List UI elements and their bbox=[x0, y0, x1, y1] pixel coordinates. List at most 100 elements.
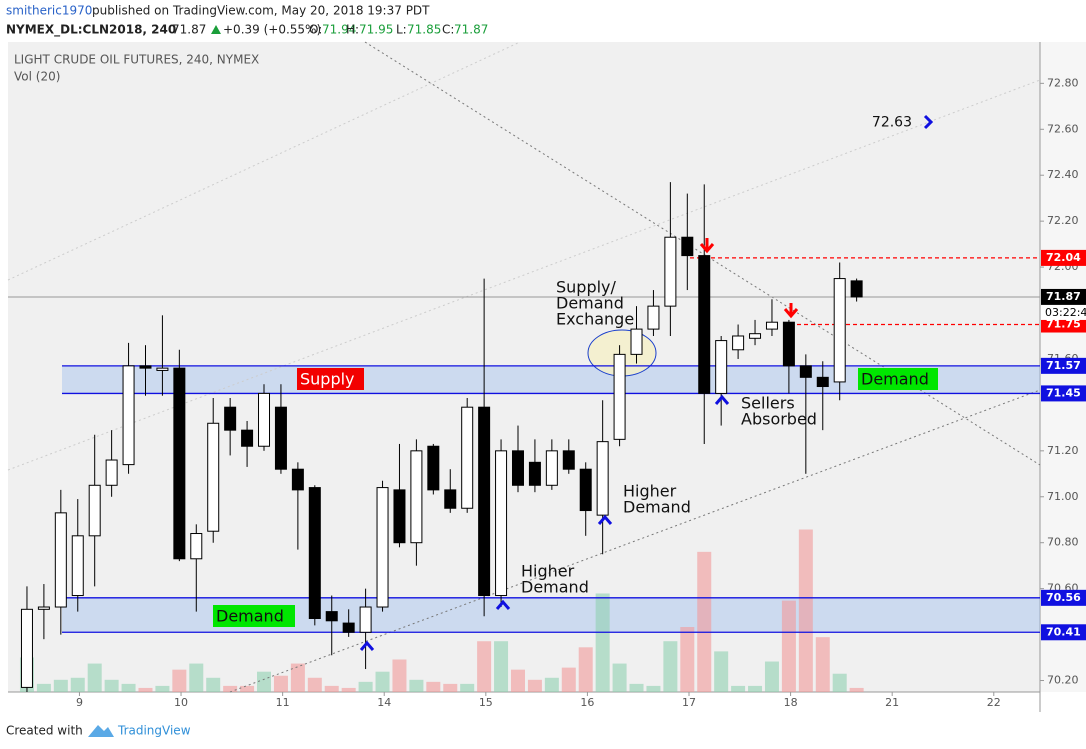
volume-bar bbox=[629, 683, 644, 692]
y-tick-label: 72.60 bbox=[1047, 122, 1079, 135]
candle-body bbox=[782, 321, 795, 367]
candle-body bbox=[579, 468, 592, 512]
footer-created: Created with bbox=[6, 724, 83, 738]
x-tick-label: 9 bbox=[76, 696, 83, 709]
candle-body bbox=[630, 328, 643, 355]
axis-labels: 70.2070.6070.8071.0071.2071.6072.0072.20… bbox=[76, 76, 1086, 709]
annotation: Sellers bbox=[741, 394, 795, 413]
candle-body bbox=[698, 255, 711, 394]
published: published on TradingView.com, May 20, 20… bbox=[92, 4, 430, 18]
pane bbox=[8, 42, 1040, 692]
price-label: 70.56 bbox=[1046, 591, 1081, 604]
down-arrow bbox=[699, 238, 715, 254]
y-tick-label: 72.40 bbox=[1047, 168, 1079, 181]
x-tick-label: 22 bbox=[987, 696, 1001, 709]
candle-body bbox=[207, 422, 220, 532]
candle-body bbox=[274, 406, 287, 470]
candle-body bbox=[376, 487, 389, 608]
up-arrow bbox=[495, 599, 511, 610]
volume-bar bbox=[832, 673, 847, 692]
candle-body bbox=[359, 606, 372, 633]
overlay: Supply Demand Demand Supply/ Demand Exch… bbox=[14, 53, 938, 651]
volume-bar bbox=[36, 683, 51, 692]
candle-body bbox=[833, 278, 846, 383]
candle-body bbox=[528, 461, 541, 486]
target-arrow bbox=[923, 114, 934, 130]
volume-bar bbox=[87, 663, 102, 692]
volume-bar bbox=[748, 685, 763, 692]
volume-bar bbox=[189, 663, 204, 692]
ohlc-value: 71.85 bbox=[407, 23, 441, 37]
candle-body bbox=[37, 606, 50, 610]
candle-body bbox=[325, 611, 338, 622]
candle-body bbox=[342, 622, 355, 633]
x-tick-label: 17 bbox=[682, 696, 696, 709]
price-label: 71.87 bbox=[1046, 290, 1081, 303]
annotation: Higher bbox=[623, 482, 677, 501]
volume-bar bbox=[121, 683, 136, 692]
symbol: NYMEX_DL:CLN2018, 240 bbox=[6, 23, 176, 38]
volume-bar bbox=[849, 687, 864, 692]
zone-label: Demand bbox=[216, 607, 284, 626]
ohlc-value: 71.87 bbox=[454, 23, 488, 37]
target-label: 72.63 bbox=[872, 114, 912, 130]
volume-bar bbox=[358, 681, 373, 692]
candle-body bbox=[461, 406, 474, 509]
candle-body bbox=[799, 365, 812, 378]
price-label-box bbox=[1041, 316, 1086, 333]
volume-bar bbox=[612, 663, 627, 692]
volume-bar bbox=[104, 679, 119, 692]
candle-body bbox=[190, 533, 203, 560]
up-arrow bbox=[714, 394, 730, 405]
annotation: Exchange bbox=[556, 310, 634, 329]
volume-bar bbox=[731, 685, 746, 692]
volume-bar bbox=[510, 669, 525, 692]
volume-bar bbox=[70, 677, 85, 692]
countdown: 03:22:4 bbox=[1045, 306, 1086, 319]
ohlc-value: 71.95 bbox=[359, 23, 393, 37]
x-tick-label: 16 bbox=[580, 696, 594, 709]
level-lines bbox=[8, 257, 1040, 633]
volume-bar bbox=[138, 687, 153, 692]
channel-line bbox=[7, 41, 521, 281]
up-triangle bbox=[211, 25, 221, 34]
countdown-box bbox=[1041, 304, 1086, 320]
volume-bar bbox=[578, 647, 593, 692]
ohlc-key: O: bbox=[309, 23, 322, 37]
candle-body bbox=[545, 450, 558, 486]
candle-body bbox=[850, 280, 863, 298]
last: 71.87 bbox=[172, 23, 206, 37]
candle-body bbox=[88, 484, 101, 537]
y-tick-label: 70.80 bbox=[1047, 536, 1079, 549]
volume-bar bbox=[307, 677, 322, 692]
price-label-box bbox=[1041, 624, 1086, 641]
down-arrow bbox=[783, 303, 799, 319]
candle-body bbox=[732, 335, 745, 351]
zone-label: Demand bbox=[861, 370, 929, 389]
y-tick-label: 71.00 bbox=[1047, 490, 1079, 503]
x-tick-label: 21 bbox=[885, 696, 899, 709]
volume-bar bbox=[646, 685, 661, 692]
candle-body bbox=[478, 406, 491, 597]
volume-bar bbox=[443, 683, 458, 692]
volume-bar bbox=[172, 669, 187, 692]
annotation: Supply/ bbox=[556, 278, 617, 297]
annotation: Higher bbox=[521, 562, 575, 581]
y-tick-label: 72.80 bbox=[1047, 76, 1079, 89]
volume-bar bbox=[409, 679, 424, 692]
candle-body bbox=[308, 487, 321, 620]
zone-label: Supply bbox=[300, 370, 355, 389]
price-label: 71.45 bbox=[1046, 386, 1081, 399]
volume-bar bbox=[494, 641, 509, 692]
candle-body bbox=[224, 406, 237, 431]
candle-body bbox=[173, 367, 186, 560]
candles bbox=[20, 182, 863, 692]
candle-body bbox=[20, 608, 33, 688]
candle-body bbox=[647, 305, 660, 330]
volume-bar bbox=[798, 529, 813, 692]
volume-bar bbox=[561, 667, 576, 692]
price-label-box bbox=[1041, 288, 1086, 305]
x-tick-label: 18 bbox=[784, 696, 798, 709]
volume-bar bbox=[240, 685, 255, 692]
price-label-box bbox=[1041, 357, 1086, 374]
